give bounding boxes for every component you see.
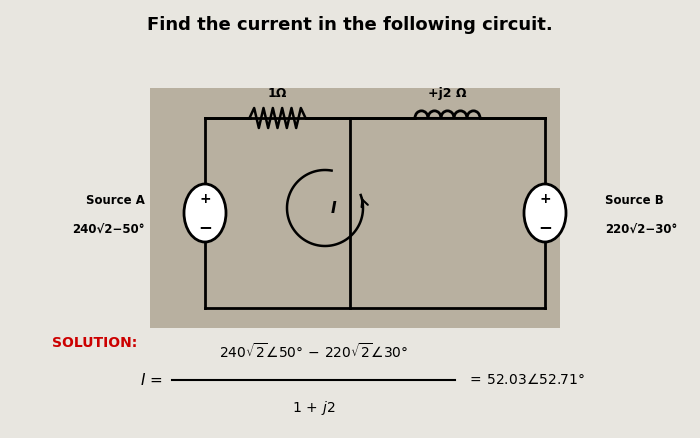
Text: I: I xyxy=(330,201,336,215)
Text: $1\,+\,j2$: $1\,+\,j2$ xyxy=(292,399,335,417)
Text: +: + xyxy=(199,192,211,206)
Text: −: − xyxy=(538,218,552,236)
Text: +: + xyxy=(539,192,551,206)
Text: Find the current in the following circuit.: Find the current in the following circui… xyxy=(147,16,553,34)
Ellipse shape xyxy=(184,184,226,242)
Text: $=\,52.03\angle52.71°$: $=\,52.03\angle52.71°$ xyxy=(467,372,584,388)
Text: SOLUTION:: SOLUTION: xyxy=(52,336,137,350)
Text: $240\sqrt{2}\angle50°\,-\,220\sqrt{2}\angle30°$: $240\sqrt{2}\angle50°\,-\,220\sqrt{2}\an… xyxy=(219,342,408,361)
Text: $I\,=$: $I\,=$ xyxy=(140,372,163,388)
Text: 1Ω: 1Ω xyxy=(268,87,287,100)
Text: 240√2−50°: 240√2−50° xyxy=(73,223,145,236)
Text: Source B: Source B xyxy=(605,194,664,208)
Bar xyxy=(150,88,560,328)
Text: +j2 Ω: +j2 Ω xyxy=(428,87,467,100)
Ellipse shape xyxy=(524,184,566,242)
Text: 220√2−30°: 220√2−30° xyxy=(605,223,678,236)
Text: −: − xyxy=(198,218,212,236)
Text: Source A: Source A xyxy=(86,194,145,208)
